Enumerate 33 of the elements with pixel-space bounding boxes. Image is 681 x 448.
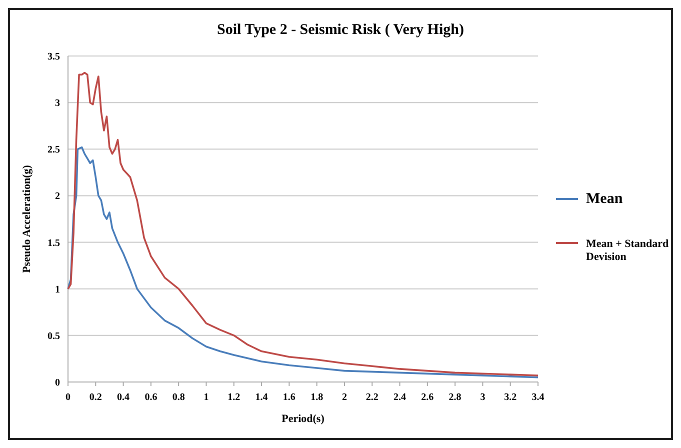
x-tick-label: 2.8 (448, 392, 462, 403)
y-tick-label: 0.5 (48, 330, 60, 342)
x-tick-label: 2.6 (421, 392, 434, 403)
x-tick-label: 1.6 (282, 392, 296, 403)
x-tick-label: 0.8 (172, 392, 185, 403)
x-tick-label: 2.4 (394, 392, 406, 403)
y-tick-label: 3.5 (48, 52, 60, 62)
x-tick-label: 0 (66, 392, 70, 403)
x-tick-label: 3.4 (532, 392, 544, 403)
y-tick-label: 1.5 (48, 238, 60, 249)
line-series (67, 146, 539, 378)
y-tick-label: 1 (55, 284, 60, 296)
legend-label: Mean (586, 191, 624, 207)
x-tick-label: 2 (342, 392, 347, 403)
x-tick-label: 1.8 (310, 392, 324, 403)
y-axis-title: Pseudo Acceleration(g) (21, 164, 33, 273)
x-tick-label: 0.4 (117, 392, 130, 403)
x-tick-label: 3.2 (504, 392, 517, 403)
line-series (67, 72, 539, 376)
y-tick-label: 3 (55, 98, 60, 110)
chart-title: Soil Type 2 - Seismic Risk ( Very High) (217, 22, 464, 38)
x-tick-label: 1.2 (228, 392, 240, 403)
y-tick-label: 0 (55, 378, 60, 388)
x-tick-label: 3 (480, 392, 486, 403)
x-tick-label: 0.6 (144, 392, 158, 403)
y-tick-label: 2 (55, 191, 60, 202)
x-tick-label: 2.2 (366, 392, 378, 403)
legend-label: Mean + Standard Devision (586, 238, 669, 263)
x-tick-label: 1.4 (255, 392, 268, 403)
x-tick-label: 1 (204, 392, 209, 403)
x-tick-label: 0.2 (89, 392, 102, 403)
y-tick-label: 2.5 (48, 144, 60, 156)
x-axis-title: Period(s) (282, 413, 325, 425)
